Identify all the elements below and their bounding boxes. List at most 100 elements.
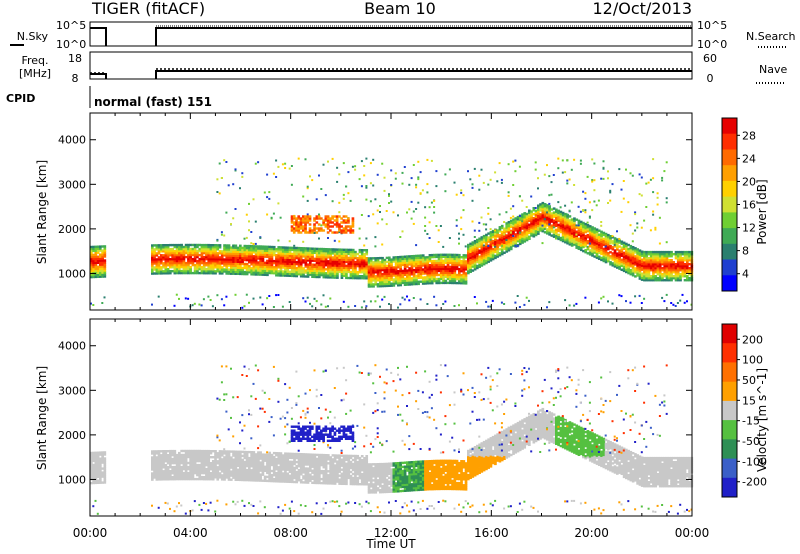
scatter-cell <box>439 263 443 267</box>
scatter-cell <box>277 258 281 261</box>
scatter-cell <box>171 253 174 257</box>
scatter-cell <box>654 257 658 260</box>
scatter-cell <box>277 266 281 269</box>
scatter-cell <box>239 460 242 464</box>
scatter-cell <box>173 261 177 265</box>
scatter-cell <box>315 269 319 273</box>
scatter-cell <box>421 268 425 271</box>
scatter-cell <box>593 231 597 234</box>
scatter-cell <box>209 258 213 261</box>
scatter-cell <box>220 470 224 473</box>
scatter-cell <box>223 254 226 257</box>
scatter-cell <box>645 255 648 258</box>
scatter-cell <box>200 259 204 263</box>
scatter-cell <box>263 251 267 254</box>
scatter-cell <box>584 197 587 200</box>
scatter-cell <box>455 224 458 227</box>
scatter-cell <box>480 236 484 239</box>
scatter-cell <box>259 296 262 299</box>
scatter-cell <box>196 455 199 459</box>
scatter-cell <box>494 229 497 232</box>
scatter-cell <box>514 170 517 173</box>
scatter-cell <box>507 249 511 252</box>
scatter-cell <box>157 470 161 473</box>
scatter-cell <box>451 255 454 259</box>
scatter-cell <box>227 464 231 467</box>
scatter-cell <box>593 189 596 192</box>
scatter-cell <box>607 239 610 243</box>
scatter-cell <box>679 275 682 278</box>
scatter-cell <box>417 270 420 274</box>
scatter-cell <box>555 216 558 220</box>
scatter-cell <box>299 269 303 272</box>
scatter-cell <box>345 250 348 254</box>
scatter-cell <box>354 268 357 272</box>
scatter-cell <box>469 250 472 254</box>
scatter-cell <box>162 246 165 249</box>
scatter-cell <box>433 275 436 279</box>
scatter-cell <box>184 512 187 515</box>
scatter-cell <box>193 449 197 453</box>
scatter-cell <box>498 226 502 229</box>
scatter-cell <box>509 221 513 225</box>
scatter-cell <box>160 260 163 263</box>
scatter-cell <box>649 269 653 272</box>
scatter-cell <box>478 237 481 240</box>
scatter-cell <box>575 233 578 236</box>
scatter-cell <box>670 271 673 274</box>
scatter-cell <box>175 477 179 481</box>
scatter-cell <box>349 260 353 264</box>
scatter-cell <box>290 268 294 272</box>
scatter-cell <box>175 265 179 269</box>
scatter-cell <box>304 249 308 252</box>
scatter-cell <box>464 266 468 269</box>
scatter-cell <box>340 229 343 232</box>
scatter-cell <box>421 270 425 273</box>
scatter-cell <box>354 272 357 276</box>
scatter-cell <box>595 244 599 247</box>
scatter-cell <box>403 265 407 268</box>
scatter-cell <box>198 253 202 257</box>
scatter-cell <box>607 233 610 237</box>
scatter-cell <box>591 244 594 247</box>
scatter-cell <box>679 279 682 282</box>
scatter-cell <box>437 269 441 273</box>
scatter-cell <box>209 464 213 467</box>
scatter-cell <box>674 269 678 272</box>
scatter-cell <box>500 248 504 252</box>
scatter-cell <box>214 468 217 471</box>
scatter-cell <box>327 248 330 251</box>
scatter-cell <box>329 221 332 224</box>
scatter-cell <box>439 281 443 285</box>
scatter-cell <box>412 282 416 286</box>
scatter-cell <box>207 453 211 457</box>
scatter-cell <box>254 269 258 272</box>
scatter-cell <box>485 237 488 241</box>
scatter-cell <box>530 234 533 237</box>
scatter-cell <box>211 244 215 247</box>
scatter-cell <box>216 270 220 273</box>
scatter-cell <box>243 474 247 478</box>
scatter-cell <box>349 276 353 280</box>
scatter-cell <box>180 265 183 269</box>
scatter-cell <box>534 225 538 229</box>
scatter-cell <box>153 272 156 275</box>
scatter-cell <box>336 276 339 279</box>
scatter-cell <box>584 211 587 214</box>
scatter-cell <box>171 461 174 465</box>
scatter-cell <box>178 459 181 463</box>
scatter-cell <box>559 218 563 222</box>
scatter-cell <box>561 225 565 229</box>
scatter-cell <box>618 265 621 268</box>
scatter-cell <box>351 165 354 168</box>
scatter-cell <box>155 472 159 475</box>
scatter-cell <box>302 229 305 232</box>
scatter-cell <box>417 266 420 270</box>
scatter-cell <box>500 224 504 228</box>
scatter-cell <box>584 230 588 234</box>
scatter-cell <box>607 235 610 239</box>
scatter-cell <box>433 259 436 263</box>
scatter-cell <box>471 183 474 186</box>
scatter-cell <box>275 159 278 162</box>
scatter-cell <box>397 260 400 263</box>
